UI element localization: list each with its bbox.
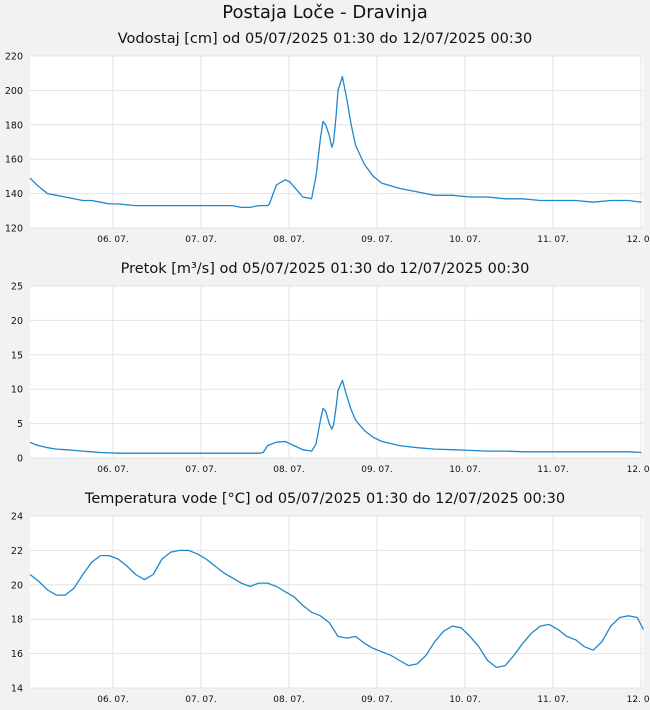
y-tick-label: 18 (11, 615, 23, 626)
y-tick-label: 200 (5, 86, 23, 97)
plot-area (30, 516, 643, 688)
y-tick-label: 180 (5, 120, 23, 131)
y-tick-label: 14 (11, 684, 23, 695)
x-tick-label: 09. 07. (361, 465, 393, 475)
x-tick-label: 07. 07. (185, 695, 217, 705)
x-tick-label: 11. 07. (537, 465, 569, 475)
page-title: Postaja Loče - Dravinja (222, 2, 428, 23)
series-line (29, 549, 644, 669)
y-tick-label: 220 (5, 52, 23, 63)
y-tick-label: 120 (5, 224, 23, 235)
y-tick-label: 24 (11, 512, 23, 523)
x-tick-label: 09. 07. (361, 235, 393, 245)
x-tick-label: 10. 07. (449, 695, 481, 705)
x-tick-label: 07. 07. (185, 465, 217, 475)
y-tick-label: 22 (11, 546, 23, 557)
chart-title-vodostaj: Vodostaj [cm] od 05/07/2025 01:30 do 12/… (117, 31, 533, 47)
y-tick-label: 140 (5, 189, 23, 200)
y-tick-label: 20 (11, 316, 23, 327)
plot-area (30, 56, 643, 228)
x-tick-label: 08. 07. (273, 695, 305, 705)
y-tick-label: 25 (11, 282, 23, 293)
x-tick-label: 10. 07. (449, 235, 481, 245)
y-tick-label: 5 (17, 419, 23, 430)
x-tick-label: 12. 07 (627, 235, 650, 245)
x-tick-label: 09. 07. (361, 695, 393, 705)
chart-pretok: 25 20 15 10 5 0 06. 07. 07. 07. 08. 07. 09. 07. 10… (11, 282, 650, 476)
x-tick-label: 10. 07. (449, 465, 481, 475)
x-tick-label: 08. 07. (273, 465, 305, 475)
chart-title-temperatura: Temperatura vode [°C] od 05/07/2025 01:3… (84, 491, 566, 507)
y-tick-label: 10 (11, 385, 23, 396)
x-tick-label: 07. 07. (185, 235, 217, 245)
series-line (29, 379, 642, 454)
y-tick-label: 16 (11, 649, 23, 660)
x-tick-label: 06. 07. (97, 465, 129, 475)
series-line (29, 75, 642, 209)
chart-title-pretok: Pretok [m³/s] od 05/07/2025 01:30 do 12/… (120, 261, 530, 277)
y-tick-label: 20 (11, 580, 23, 591)
chart-vodostaj: 220 200 180 160 140 120 06. 07. 07. 07. 08. 07. 0… (5, 52, 650, 246)
x-tick-label: 08. 07. (273, 235, 305, 245)
y-tick-label: 15 (11, 350, 23, 361)
x-tick-label: 11. 07. (537, 695, 569, 705)
x-tick-label: 12. 07 (627, 695, 650, 705)
y-tick-label: 160 (5, 155, 23, 166)
x-tick-label: 11. 07. (537, 235, 569, 245)
plot-area (30, 286, 643, 458)
x-tick-label: 06. 07. (97, 695, 129, 705)
x-tick-label: 06. 07. (97, 235, 129, 245)
y-tick-label: 0 (17, 454, 23, 465)
x-tick-label: 12. 07 (627, 465, 650, 475)
